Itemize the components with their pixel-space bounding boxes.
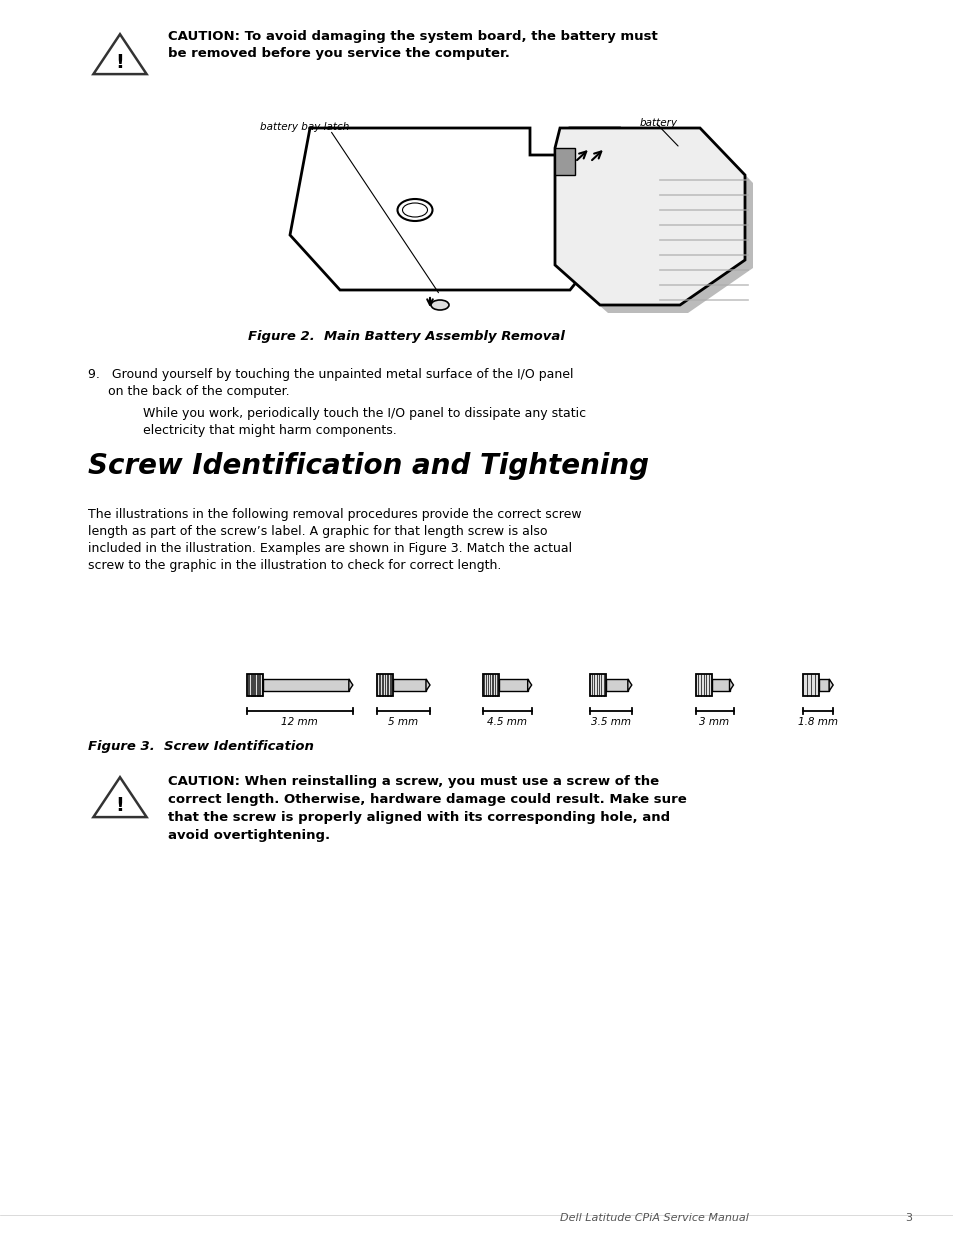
- Bar: [819, 679, 828, 692]
- Text: Screw Identification and Tightening: Screw Identification and Tightening: [88, 452, 648, 480]
- Text: 4.5 mm: 4.5 mm: [487, 718, 527, 727]
- Polygon shape: [426, 679, 430, 692]
- Text: Dell Latitude CPiA Service Manual: Dell Latitude CPiA Service Manual: [559, 1213, 748, 1223]
- Bar: [605, 679, 627, 692]
- Text: 5 mm: 5 mm: [388, 718, 418, 727]
- Bar: [711, 679, 729, 692]
- Polygon shape: [527, 679, 531, 692]
- Polygon shape: [562, 136, 752, 312]
- Bar: [263, 679, 349, 692]
- Text: 12 mm: 12 mm: [281, 718, 318, 727]
- Bar: [376, 674, 393, 697]
- Text: Figure 2.  Main Battery Assembly Removal: Figure 2. Main Battery Assembly Removal: [248, 330, 564, 343]
- Text: The illustrations in the following removal procedures provide the correct screw
: The illustrations in the following remov…: [88, 508, 581, 572]
- Text: !: !: [115, 797, 124, 815]
- Text: 3: 3: [904, 1213, 911, 1223]
- Bar: [247, 674, 263, 697]
- Polygon shape: [290, 128, 659, 290]
- Text: !: !: [115, 53, 124, 72]
- Text: battery bay latch: battery bay latch: [260, 122, 349, 132]
- Bar: [802, 674, 819, 697]
- Polygon shape: [555, 148, 575, 175]
- Text: Figure 3.  Screw Identification: Figure 3. Screw Identification: [88, 740, 314, 753]
- Polygon shape: [349, 679, 353, 692]
- Ellipse shape: [397, 199, 432, 221]
- Bar: [498, 679, 527, 692]
- Text: CAUTION: To avoid damaging the system board, the battery must
be removed before : CAUTION: To avoid damaging the system bo…: [168, 30, 657, 61]
- Text: CAUTION: When reinstalling a screw, you must use a screw of the
correct length. : CAUTION: When reinstalling a screw, you …: [168, 776, 686, 842]
- Polygon shape: [627, 679, 631, 692]
- Bar: [589, 674, 605, 697]
- Polygon shape: [828, 679, 832, 692]
- Polygon shape: [555, 128, 744, 305]
- Ellipse shape: [431, 300, 449, 310]
- Text: 9.   Ground yourself by touching the unpainted metal surface of the I/O panel
  : 9. Ground yourself by touching the unpai…: [88, 368, 573, 398]
- Text: While you work, periodically touch the I/O panel to dissipate any static
electri: While you work, periodically touch the I…: [143, 408, 585, 437]
- Text: battery: battery: [639, 119, 678, 128]
- Bar: [695, 674, 711, 697]
- Text: 3.5 mm: 3.5 mm: [590, 718, 630, 727]
- Text: 3 mm: 3 mm: [699, 718, 729, 727]
- Bar: [482, 674, 498, 697]
- Polygon shape: [729, 679, 733, 692]
- Bar: [393, 679, 426, 692]
- Text: 1.8 mm: 1.8 mm: [798, 718, 838, 727]
